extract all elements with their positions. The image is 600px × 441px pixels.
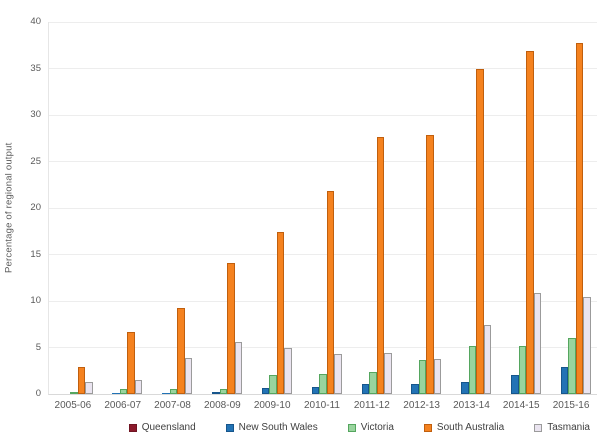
legend-item-tasmania: Tasmania [534,422,590,433]
y-tick-label: 15 [30,248,41,260]
bar-south-australia-2006-07 [127,331,135,394]
bar-tasmania-2006-07 [134,380,143,394]
gridline-35 [49,68,597,69]
bar-victoria-2008-09 [219,389,228,394]
bar-victoria-2005-06 [70,392,78,394]
bar-tasmania-2005-06 [85,381,93,394]
bar-tasmania-2015-16 [583,297,591,394]
legend-label: Tasmania [547,422,590,433]
gridline-20 [49,207,597,209]
bar-victoria-2012-13 [418,359,427,394]
x-tick-label: 2012-13 [403,400,440,411]
bar-tasmania-2013-14 [483,325,492,394]
bar-south-australia-2013-14 [476,69,484,394]
legend-swatch-south-australia [423,423,432,432]
gridline-5 [49,347,597,348]
legend-label: South Australia [436,422,505,433]
gridline-25 [49,161,597,162]
x-tick-label: 2011-12 [353,400,390,411]
x-tick-label: 2008-09 [204,400,241,411]
legend-label: New South Wales [238,422,318,433]
bar-new-south-wales-2007-08 [162,393,170,394]
bar-tasmania-2014-15 [533,292,542,394]
bar-victoria-2014-15 [518,345,527,394]
bar-new-south-wales-2006-07 [112,393,120,394]
bar-tasmania-2010-11 [334,354,342,394]
x-tick-label: 2013-14 [453,400,490,411]
bar-new-south-wales-2010-11 [311,386,320,394]
bar-south-australia-2007-08 [177,308,185,394]
legend-item-new-south-wales: New South Wales [225,422,318,433]
bar-tasmania-2007-08 [184,357,193,394]
bar-new-south-wales-2008-09 [212,392,220,394]
bar-new-south-wales-2015-16 [560,367,569,394]
gridline-30 [49,114,597,116]
bar-new-south-wales-2009-10 [261,388,270,394]
legend-item-queensland: Queensland [128,422,196,433]
legend: Queensland New South Wales Victoria South A… [128,422,590,433]
bar-victoria-2009-10 [269,375,277,394]
bar-tasmania-2011-12 [384,353,392,394]
bar-tasmania-2012-13 [433,358,442,394]
gridline-10 [49,300,597,302]
x-tick-label: 2014-15 [502,400,540,411]
legend-swatch-queensland [128,423,137,432]
x-tick-label: 2006-07 [104,400,142,411]
x-tick-label: 2007-08 [154,400,191,411]
legend-swatch-tasmania [534,423,543,432]
x-tick-label: 2009-10 [253,400,291,411]
y-tick-label: 20 [30,202,41,213]
legend-swatch-new-south-wales [225,423,234,432]
y-tick-label: 10 [30,295,41,306]
x-tick-label: 2005-06 [54,400,92,411]
legend-label: Victoria [360,422,394,433]
y-tick-label: 40 [30,16,41,27]
bar-south-australia-2012-13 [426,134,434,394]
bar-victoria-2013-14 [468,345,477,394]
bar-south-australia-2010-11 [326,191,335,394]
bar-victoria-2015-16 [568,338,576,394]
bar-south-australia-2015-16 [575,43,584,394]
bar-victoria-2006-07 [119,389,128,394]
y-tick-label: 35 [30,62,41,74]
plot-area [48,21,597,395]
bar-new-south-wales-2011-12 [361,383,370,394]
bar-tasmania-2008-09 [234,341,243,394]
gridline-15 [49,254,597,255]
bar-victoria-2011-12 [369,371,377,394]
bar-south-australia-2014-15 [526,50,534,394]
bar-south-australia-2009-10 [276,232,285,394]
y-tick-label: 30 [30,109,41,120]
bar-south-australia-2008-09 [227,262,235,394]
bar-victoria-2007-08 [169,389,178,394]
gridline-40 [49,21,597,23]
legend-item-south-australia: South Australia [423,422,505,433]
legend-label: Queensland [141,422,196,433]
bar-new-south-wales-2012-13 [411,383,419,394]
bar-new-south-wales-2014-15 [511,375,519,394]
x-tick-label: 2015-16 [552,400,590,411]
y-tick-label: 0 [35,388,41,399]
legend-item-victoria: Victoria [347,422,394,433]
y-tick-label: 25 [30,155,41,167]
legend-swatch-victoria [347,423,356,432]
bar-south-australia-2011-12 [376,137,385,394]
bar-victoria-2010-11 [319,374,327,394]
x-tick-label: 2010-11 [304,400,340,411]
bar-south-australia-2005-06 [77,367,86,394]
bar-tasmania-2009-10 [284,348,292,394]
y-tick-label: 5 [35,341,41,353]
bar-new-south-wales-2013-14 [461,381,469,394]
